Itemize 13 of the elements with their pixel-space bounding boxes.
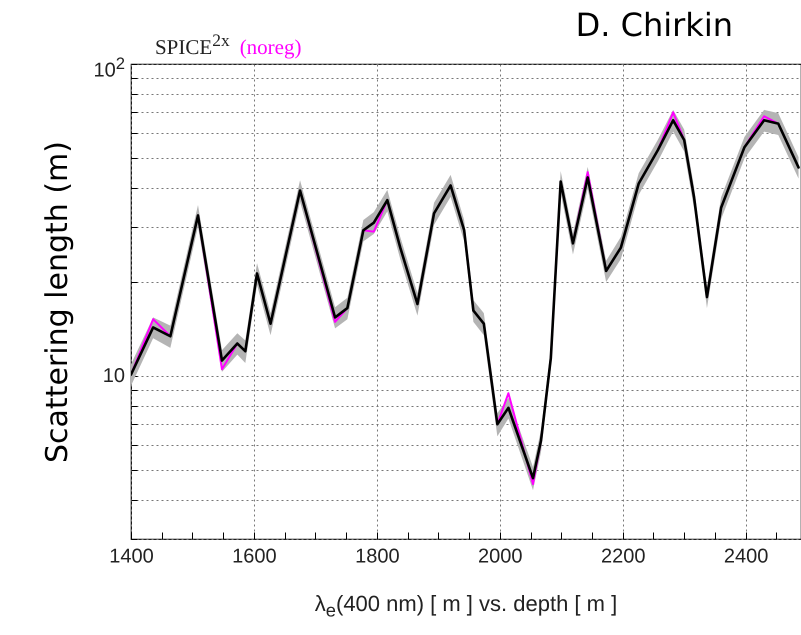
x-tick-label: 1800 bbox=[355, 546, 400, 568]
x-tick-label: 2000 bbox=[478, 546, 523, 568]
y-axis-title: Scattering length (m) bbox=[40, 141, 75, 463]
y-tick-label: 10 bbox=[102, 364, 125, 388]
text: D. Chirkin bbox=[576, 6, 733, 44]
x-tick-label: 1400 bbox=[109, 546, 154, 568]
x-tick-label: 1600 bbox=[232, 546, 277, 568]
text: (noreg) bbox=[240, 35, 302, 59]
x-tick-label: 2400 bbox=[724, 546, 768, 568]
chart-title: SPICE$^{2x}$ bbox=[155, 30, 230, 59]
x-axis-title: λ$_{e}$(400 nm) [ m ] vs. depth [ m ] bbox=[314, 591, 618, 622]
y-tick-label: 10$^{2}$ bbox=[93, 53, 125, 83]
x-tick-label: 2200 bbox=[600, 546, 646, 568]
